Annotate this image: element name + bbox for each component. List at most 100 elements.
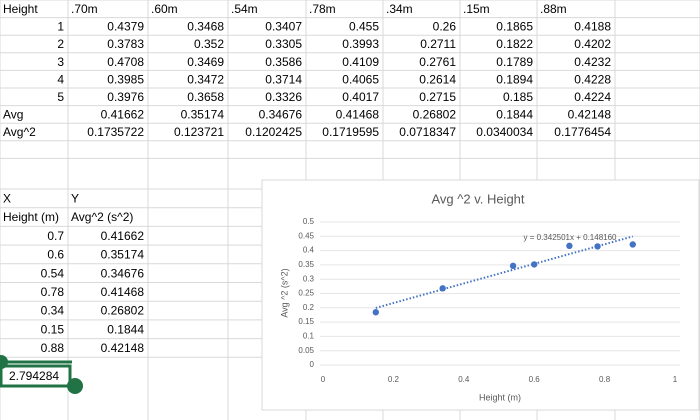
data-point <box>372 309 379 316</box>
cell[interactable]: 0.3469 <box>187 55 224 69</box>
cell[interactable]: Height <box>3 2 38 16</box>
cell[interactable]: 0.1894 <box>496 72 533 86</box>
cell[interactable]: 0.1844 <box>107 322 144 336</box>
cell[interactable]: 0.3305 <box>265 37 302 51</box>
cell[interactable]: 4 <box>57 72 64 86</box>
selected-cell[interactable] <box>0 364 72 388</box>
cell[interactable]: 0.26802 <box>101 304 145 318</box>
cell[interactable]: 0.41662 <box>101 108 145 122</box>
x-tick-label: 0.6 <box>529 375 541 384</box>
cell[interactable]: 0.2715 <box>419 90 456 104</box>
cell[interactable]: .34m <box>386 2 413 16</box>
y-tick-label: 0.25 <box>298 289 314 298</box>
cell[interactable]: 0.2614 <box>419 72 456 86</box>
cell[interactable]: 0.1202425 <box>245 125 302 139</box>
cell[interactable]: 0.1822 <box>496 37 533 51</box>
cell[interactable]: Avg <box>3 108 23 122</box>
y-tick-label: 0.2 <box>303 303 315 312</box>
cell[interactable]: 2 <box>57 37 64 51</box>
chart-area[interactable] <box>261 179 700 411</box>
cell[interactable]: 0.4232 <box>574 55 611 69</box>
cell[interactable]: 0.4202 <box>574 37 611 51</box>
cell[interactable]: Y <box>71 192 79 206</box>
cell[interactable]: 1 <box>57 20 64 34</box>
y-tick-label: 0.3 <box>303 274 315 283</box>
cell[interactable]: 0.78 <box>41 285 65 299</box>
cell[interactable]: 0.1735722 <box>87 125 144 139</box>
cell[interactable]: 3 <box>57 55 64 69</box>
cell[interactable]: Avg^2 (s^2) <box>71 210 133 224</box>
cell[interactable]: 0.3985 <box>107 72 144 86</box>
cell[interactable]: 0.0340034 <box>476 125 533 139</box>
selection-handle[interactable] <box>0 355 8 369</box>
cell[interactable]: 0.2711 <box>420 37 456 51</box>
cell[interactable]: 0.6 <box>47 248 64 262</box>
y-tick-label: 0.15 <box>298 317 314 326</box>
cell[interactable]: 0.34676 <box>259 108 303 122</box>
cell[interactable]: 0.88 <box>41 341 65 355</box>
cell[interactable]: 0.4224 <box>574 90 611 104</box>
cell[interactable]: 0.123721 <box>174 125 224 139</box>
cell[interactable]: 0.7 <box>47 229 64 243</box>
y-tick-label: 0.35 <box>298 260 314 269</box>
data-point <box>629 241 636 248</box>
cell[interactable]: .88m <box>540 2 567 16</box>
y-tick-label: 0.5 <box>303 217 315 226</box>
cell[interactable]: 0.1865 <box>496 20 533 34</box>
cell[interactable]: Height (m) <box>3 210 59 224</box>
cell[interactable]: 0.2761 <box>419 55 456 69</box>
y-tick-label: 0.1 <box>303 332 315 341</box>
cell[interactable]: 0.26 <box>433 20 457 34</box>
cell[interactable]: 0.35174 <box>181 108 225 122</box>
cell[interactable]: Avg^2 <box>3 125 36 139</box>
cell[interactable]: 0.0718347 <box>399 125 456 139</box>
cell[interactable]: 0.4708 <box>107 55 144 69</box>
cell[interactable]: 0.1719595 <box>322 125 379 139</box>
cell[interactable]: 0.1844 <box>496 108 533 122</box>
cell[interactable]: 0.352 <box>194 37 224 51</box>
cell[interactable]: 0.26802 <box>413 108 457 122</box>
cell[interactable]: 0.3976 <box>107 90 144 104</box>
cell[interactable]: 0.3714 <box>265 72 302 86</box>
cell[interactable]: 0.3658 <box>187 90 224 104</box>
cell[interactable]: 0.3993 <box>342 37 379 51</box>
cell[interactable]: 0.4109 <box>342 55 379 69</box>
cell[interactable]: 0.3586 <box>265 55 302 69</box>
cell[interactable]: 0.42148 <box>568 108 612 122</box>
cell[interactable]: 0.1789 <box>496 55 533 69</box>
y-tick-label: 0 <box>310 360 315 369</box>
selection-handle[interactable] <box>67 378 83 394</box>
cell[interactable]: .54m <box>231 2 258 16</box>
cell[interactable]: 5 <box>57 90 64 104</box>
cell[interactable]: 0.34 <box>41 304 65 318</box>
cell[interactable]: 0.3783 <box>107 37 144 51</box>
trendline <box>375 235 634 309</box>
cell[interactable]: 0.3468 <box>187 20 224 34</box>
cell[interactable]: 0.4379 <box>107 20 144 34</box>
cell[interactable]: 0.455 <box>349 20 379 34</box>
cell[interactable]: 0.3326 <box>265 90 302 104</box>
cell[interactable]: 0.4228 <box>574 72 611 86</box>
cell[interactable]: .60m <box>151 2 178 16</box>
cell[interactable]: 0.35174 <box>101 248 145 262</box>
cell[interactable]: 0.41468 <box>101 285 145 299</box>
x-axis-label: Height (m) <box>479 392 521 402</box>
cell[interactable]: 0.3407 <box>265 20 302 34</box>
cell[interactable]: .15m <box>463 2 490 16</box>
cell[interactable]: 0.1776454 <box>554 125 611 139</box>
selected-value[interactable]: 2.794284 <box>9 369 59 383</box>
cell[interactable]: 0.4065 <box>342 72 379 86</box>
cell[interactable]: X <box>3 192 11 206</box>
cell[interactable]: 0.42148 <box>101 341 145 355</box>
cell[interactable]: .70m <box>71 2 98 16</box>
cell[interactable]: 0.41662 <box>101 229 145 243</box>
cell[interactable]: 0.15 <box>41 322 65 336</box>
cell[interactable]: .78m <box>309 2 336 16</box>
cell[interactable]: 0.4188 <box>574 20 611 34</box>
cell[interactable]: 0.34676 <box>101 266 145 280</box>
cell[interactable]: 0.3472 <box>187 72 224 86</box>
cell[interactable]: 0.185 <box>503 90 533 104</box>
cell[interactable]: 0.54 <box>41 266 65 280</box>
cell[interactable]: 0.41468 <box>336 108 380 122</box>
cell[interactable]: 0.4017 <box>342 90 379 104</box>
